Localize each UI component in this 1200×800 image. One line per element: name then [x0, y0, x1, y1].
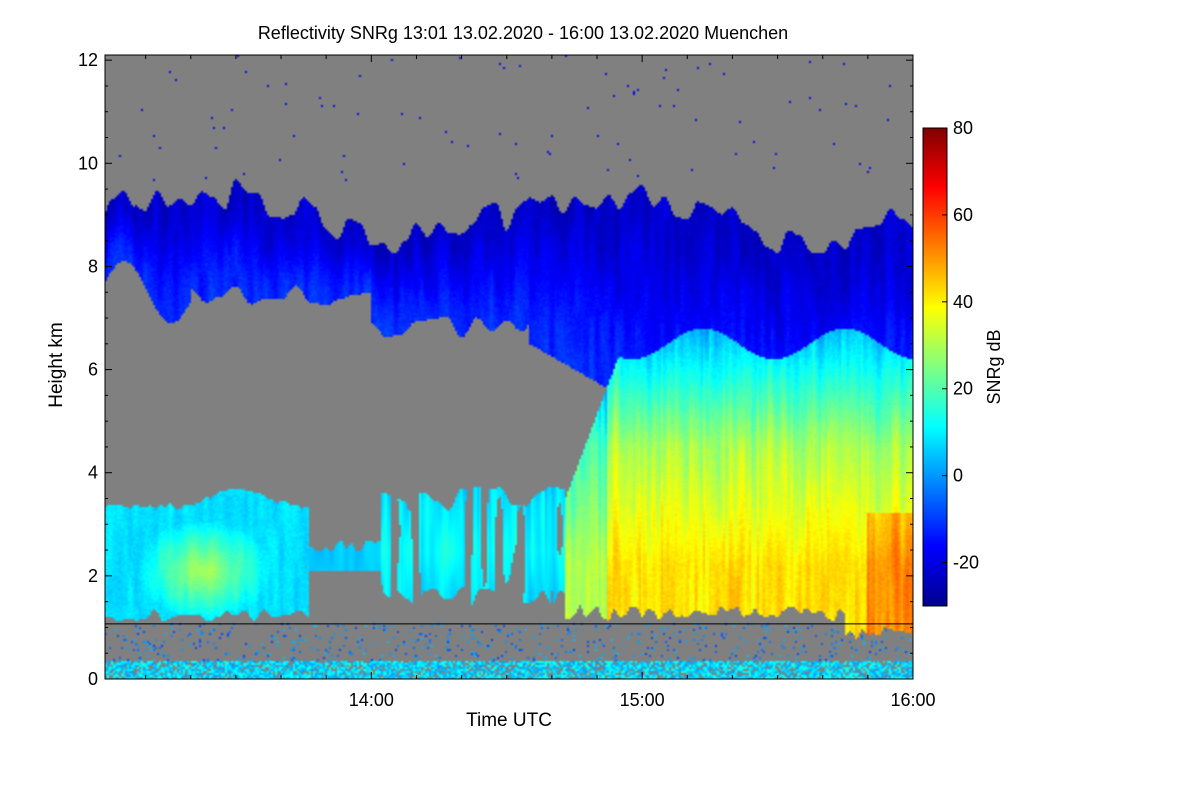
colorbar-tick-label: 60: [953, 205, 973, 225]
reflectivity-heatmap: [105, 55, 913, 679]
x-axis-label: Time UTC: [466, 710, 552, 731]
y-tick-label: 12: [78, 50, 98, 70]
plot-area: [105, 55, 913, 679]
chart-title: Reflectivity SNRg 13:01 13.02.2020 - 16:…: [258, 23, 788, 43]
y-tick-label: 6: [88, 360, 98, 380]
y-tick-label: 8: [88, 256, 98, 276]
colorbar-tick-label: 40: [953, 292, 973, 312]
colorbar-tick-label: 20: [953, 379, 973, 399]
colorbar-tick-label: 0: [953, 466, 963, 486]
colorbar-tick-label: 80: [953, 118, 973, 138]
x-tick-label: 16:00: [890, 690, 935, 710]
y-tick-label: 4: [88, 463, 98, 483]
x-tick-label: 15:00: [620, 690, 665, 710]
colorbar: [922, 127, 948, 607]
colorbar-label: SNRg dB: [984, 329, 1004, 404]
y-axis-label: Height km: [46, 322, 67, 408]
y-tick-label: 10: [78, 153, 98, 173]
y-axis: 0 2 4 6 8 10 12: [78, 50, 913, 689]
y-tick-label: 2: [88, 566, 98, 586]
y-tick-label: 0: [88, 669, 98, 689]
plot-frame: [104, 54, 914, 680]
x-axis: 14:00 15:00 16:00: [145, 55, 936, 710]
colorbar-axis: 80 60 40 20 0 -20: [942, 118, 979, 573]
colorbar-tick-label: -20: [953, 553, 979, 573]
x-tick-label: 14:00: [349, 690, 394, 710]
